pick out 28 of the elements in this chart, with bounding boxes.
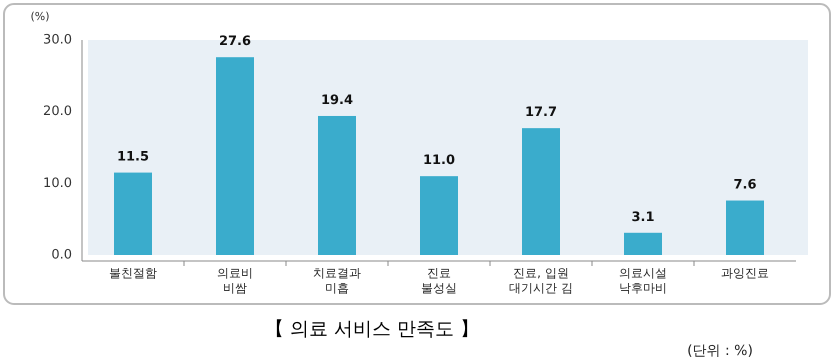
y-tick-label: 0.0	[51, 248, 72, 262]
data-label: 3.1	[631, 210, 655, 225]
x-tick-label: 의료비 비쌈	[217, 266, 253, 295]
data-label: 27.6	[218, 34, 252, 50]
bar	[624, 232, 662, 255]
y-axis-title: (%)	[30, 10, 50, 23]
y-tick-label: 20.0	[43, 104, 72, 120]
bar	[318, 116, 356, 255]
bar	[216, 57, 254, 255]
x-tick-label: 진료, 입원 대기시간 김	[509, 266, 573, 295]
bar	[420, 176, 458, 255]
x-tick-label: 치료결과 미흡	[313, 266, 361, 295]
x-tick-label: 의료시설 낙후마비	[619, 266, 667, 295]
x-tick-label: 과잉진료	[721, 266, 769, 280]
bar	[114, 172, 152, 255]
text: (단위 : %)	[687, 343, 753, 359]
data-label: 19.4	[320, 92, 354, 108]
data-label: 7.6	[733, 178, 757, 193]
x-tick-label: 불친절함	[109, 266, 157, 280]
y-tick-label: 10.0	[43, 176, 72, 191]
text: 【 의료 서비스 만족도 】	[264, 318, 480, 340]
bar	[726, 200, 764, 255]
data-label: 17.7	[524, 105, 558, 120]
data-label: 11.5	[116, 150, 150, 165]
bar	[522, 128, 560, 255]
x-tick-label: 진료 불성실	[421, 266, 457, 295]
data-label: 11.0	[422, 153, 456, 168]
y-tick-label: 30.0	[43, 32, 72, 48]
